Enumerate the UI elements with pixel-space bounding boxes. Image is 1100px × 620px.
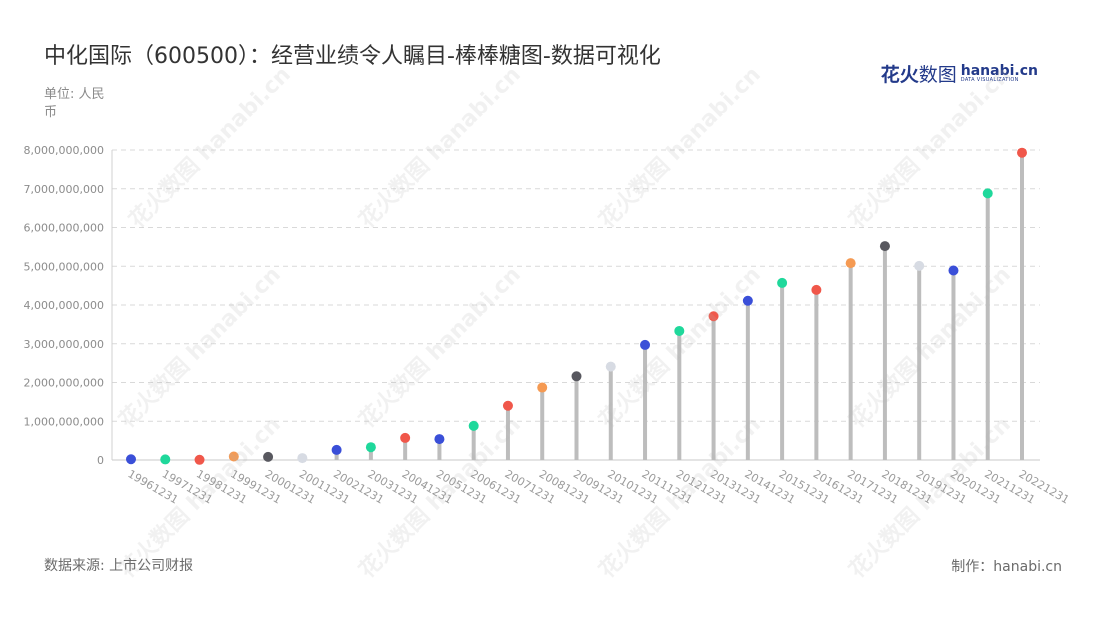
y-tick-label: 8,000,000,000	[24, 144, 104, 157]
brand-logo-cn: 花火数图	[880, 64, 957, 86]
lollipop-dot	[1017, 147, 1027, 158]
lollipop-dot	[194, 454, 205, 465]
y-tick-label: 3,000,000,000	[24, 338, 104, 351]
lollipop-dot	[777, 277, 788, 288]
lollipop-dot	[331, 444, 342, 455]
lollipop-dot	[434, 434, 445, 445]
lollipop-dot	[640, 339, 651, 350]
lollipop-dot	[948, 265, 959, 276]
x-axis-tick-labels: 1996123119971231199812311999123120001231…	[126, 467, 1072, 506]
lollipop-dot	[879, 241, 890, 252]
lollipop-dot	[365, 442, 376, 453]
chart-title: 中化国际（600500）：经营业绩令人瞩目-棒棒糖图-数据可视化	[44, 44, 661, 69]
brand-logo-en: hanabi.cn DATA VISUALIZATION	[960, 63, 1038, 83]
y-tick-label: 6,000,000,000	[24, 222, 104, 235]
y-tick-label: 4,000,000,000	[24, 299, 104, 312]
lollipop-dot	[537, 382, 548, 393]
lollipop-dot	[400, 432, 411, 443]
lollipop-dot	[914, 260, 925, 271]
lollipop-dot	[297, 453, 308, 464]
lollipop-dot	[571, 371, 582, 382]
y-tick-label: 5,000,000,000	[24, 260, 104, 273]
y-tick-label: 0	[97, 454, 104, 467]
lollipop-dots	[126, 147, 1027, 465]
y-axis-tick-labels: 0 1,000,000,000 2,000,000,000 3,000,000,000…	[24, 144, 104, 467]
lollipop-stems	[129, 152, 1024, 460]
lollipop-dot	[811, 284, 822, 295]
brand-logo: 花火数图 hanabi.cn DATA VISUALIZATION	[881, 60, 1038, 87]
lollipop-dot	[845, 258, 856, 269]
unit-label: 单位: 人民币	[44, 87, 105, 120]
y-tick-label: 7,000,000,000	[24, 183, 104, 196]
lollipop-dot	[502, 400, 513, 411]
lollipop-dot	[742, 295, 753, 306]
lollipop-dot	[126, 454, 136, 465]
lollipop-dot	[468, 420, 479, 431]
lollipop-dot	[674, 325, 685, 336]
lollipop-dot	[228, 451, 239, 462]
lollipop-dot	[605, 361, 616, 372]
lollipop-dot	[708, 311, 719, 322]
data-source-label: 数据来源: 上市公司财报	[44, 558, 194, 574]
y-tick-label: 1,000,000,000	[24, 415, 104, 428]
credit-label: 制作：hanabi.cn	[951, 559, 1062, 575]
y-tick-label: 2,000,000,000	[24, 377, 104, 390]
lollipop-dot	[263, 451, 274, 462]
lollipop-dot	[160, 454, 171, 465]
lollipop-dot	[982, 188, 993, 199]
